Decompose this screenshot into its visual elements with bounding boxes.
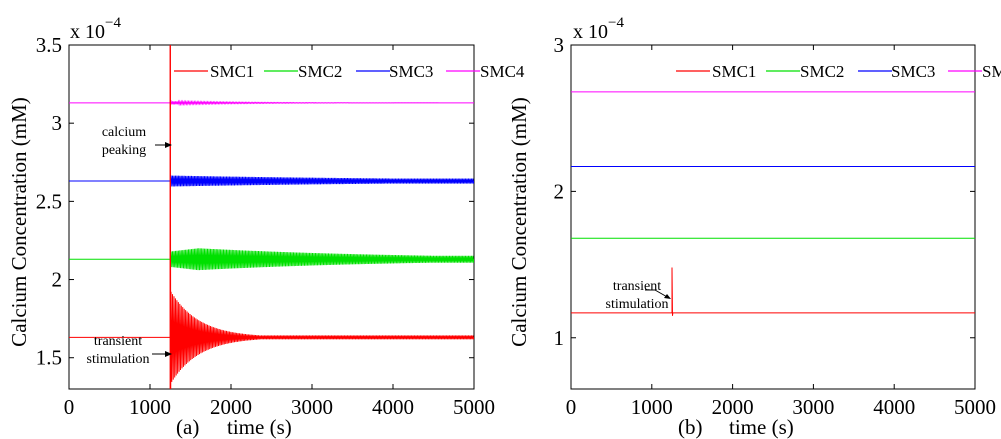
y-tick-label: 2 [52,268,63,292]
y-tick-label: 3 [554,33,565,57]
y-multiplier-exponent: −4 [105,15,121,31]
legend-label: SMC2 [298,62,342,81]
x-tick-label: 0 [64,395,75,419]
y-tick-label: 1.5 [36,346,62,370]
y-tick-label: 2.5 [36,189,62,213]
legend-label: SMC1 [210,62,254,81]
series-line-smc4 [69,99,474,107]
panel-a: 0 1000 2000 3000 4000 5000 1.5 2 2.5 3 3.5 x 10−4 Ca… [7,15,525,439]
legend-label: SMC2 [800,62,844,81]
annotation-stim: transient stimulation [606,279,671,312]
legend-label: SMC4 [982,62,1001,81]
panel-label: (b) [678,415,703,439]
panel-label: (a) [176,415,199,439]
plot-frame [68,44,475,390]
plot-frame [570,44,976,390]
series-line-smc2 [69,248,474,271]
annotation-text: calcium [102,125,146,140]
annotation-text: transient [94,334,142,349]
legend-label: SMC3 [891,62,935,81]
data-layer [69,45,474,389]
x-tick-label: 0 [566,395,577,419]
x-tick-label: 3000 [291,395,333,419]
y-axis-label: Calcium Concentration (mM) [507,97,531,347]
annotation-text: stimulation [87,352,150,367]
y-multiplier: x 10−4 [70,15,121,43]
annotation-arrowhead [165,351,172,357]
x-tick-label: 4000 [873,395,915,419]
series-line-smc1 [571,267,975,316]
legend-label: SMC1 [712,62,756,81]
legend-label: SMC3 [389,62,433,81]
y-multiplier-base: x 10 [70,21,105,43]
x-tick-label: 2000 [712,395,754,419]
x-tick-label: 3000 [792,395,834,419]
y-axis-label: Calcium Concentration (mM) [7,97,31,347]
legend-entry-smc2: SMC2 [264,62,342,81]
x-axis-label: time (s) [227,415,292,439]
annotation-text: stimulation [606,297,669,312]
y-tick-label: 3.5 [36,33,62,57]
x-tick-label: 2000 [210,395,252,419]
annotation-text: peaking [102,143,146,158]
legend-label: SMC4 [480,62,525,81]
x-tick-label: 1000 [129,395,171,419]
y-tick-label: 2 [554,179,565,203]
annotation-stim: transient stimulation [87,334,172,367]
y-tick-label: 3 [52,111,63,135]
x-axis-label: time (s) [729,415,794,439]
data-layer [571,91,975,316]
x-tick-label: 1000 [631,395,673,419]
series-line-smc3 [69,175,474,187]
series-line-smc1 [69,45,474,389]
annotation-text: transient [613,279,661,294]
x-tick-label: 4000 [372,395,414,419]
panel-b: 0 1000 2000 3000 4000 5000 1 2 3 x 10−4 Calcium Co… [507,15,1001,439]
legend-entry-smc4: SMC4 [948,62,1001,81]
legend-entry-smc1: SMC1 [676,62,756,81]
annotation-arrowhead [664,294,671,299]
y-multiplier: x 10−4 [573,15,624,43]
annotation-peak: calcium peaking [102,125,172,158]
legend-entry-smc2: SMC2 [766,62,844,81]
y-multiplier-exponent: −4 [608,15,624,31]
annotation-arrowhead [165,142,172,148]
x-tick-label: 5000 [453,395,495,419]
y-multiplier-base: x 10 [573,21,608,43]
legend-entry-smc1: SMC1 [174,62,254,81]
legend-entry-smc4: SMC4 [446,62,525,81]
x-tick-label: 5000 [954,395,996,419]
legend-entry-smc3: SMC3 [858,62,935,81]
legend-entry-smc3: SMC3 [356,62,433,81]
y-tick-label: 1 [554,326,565,350]
